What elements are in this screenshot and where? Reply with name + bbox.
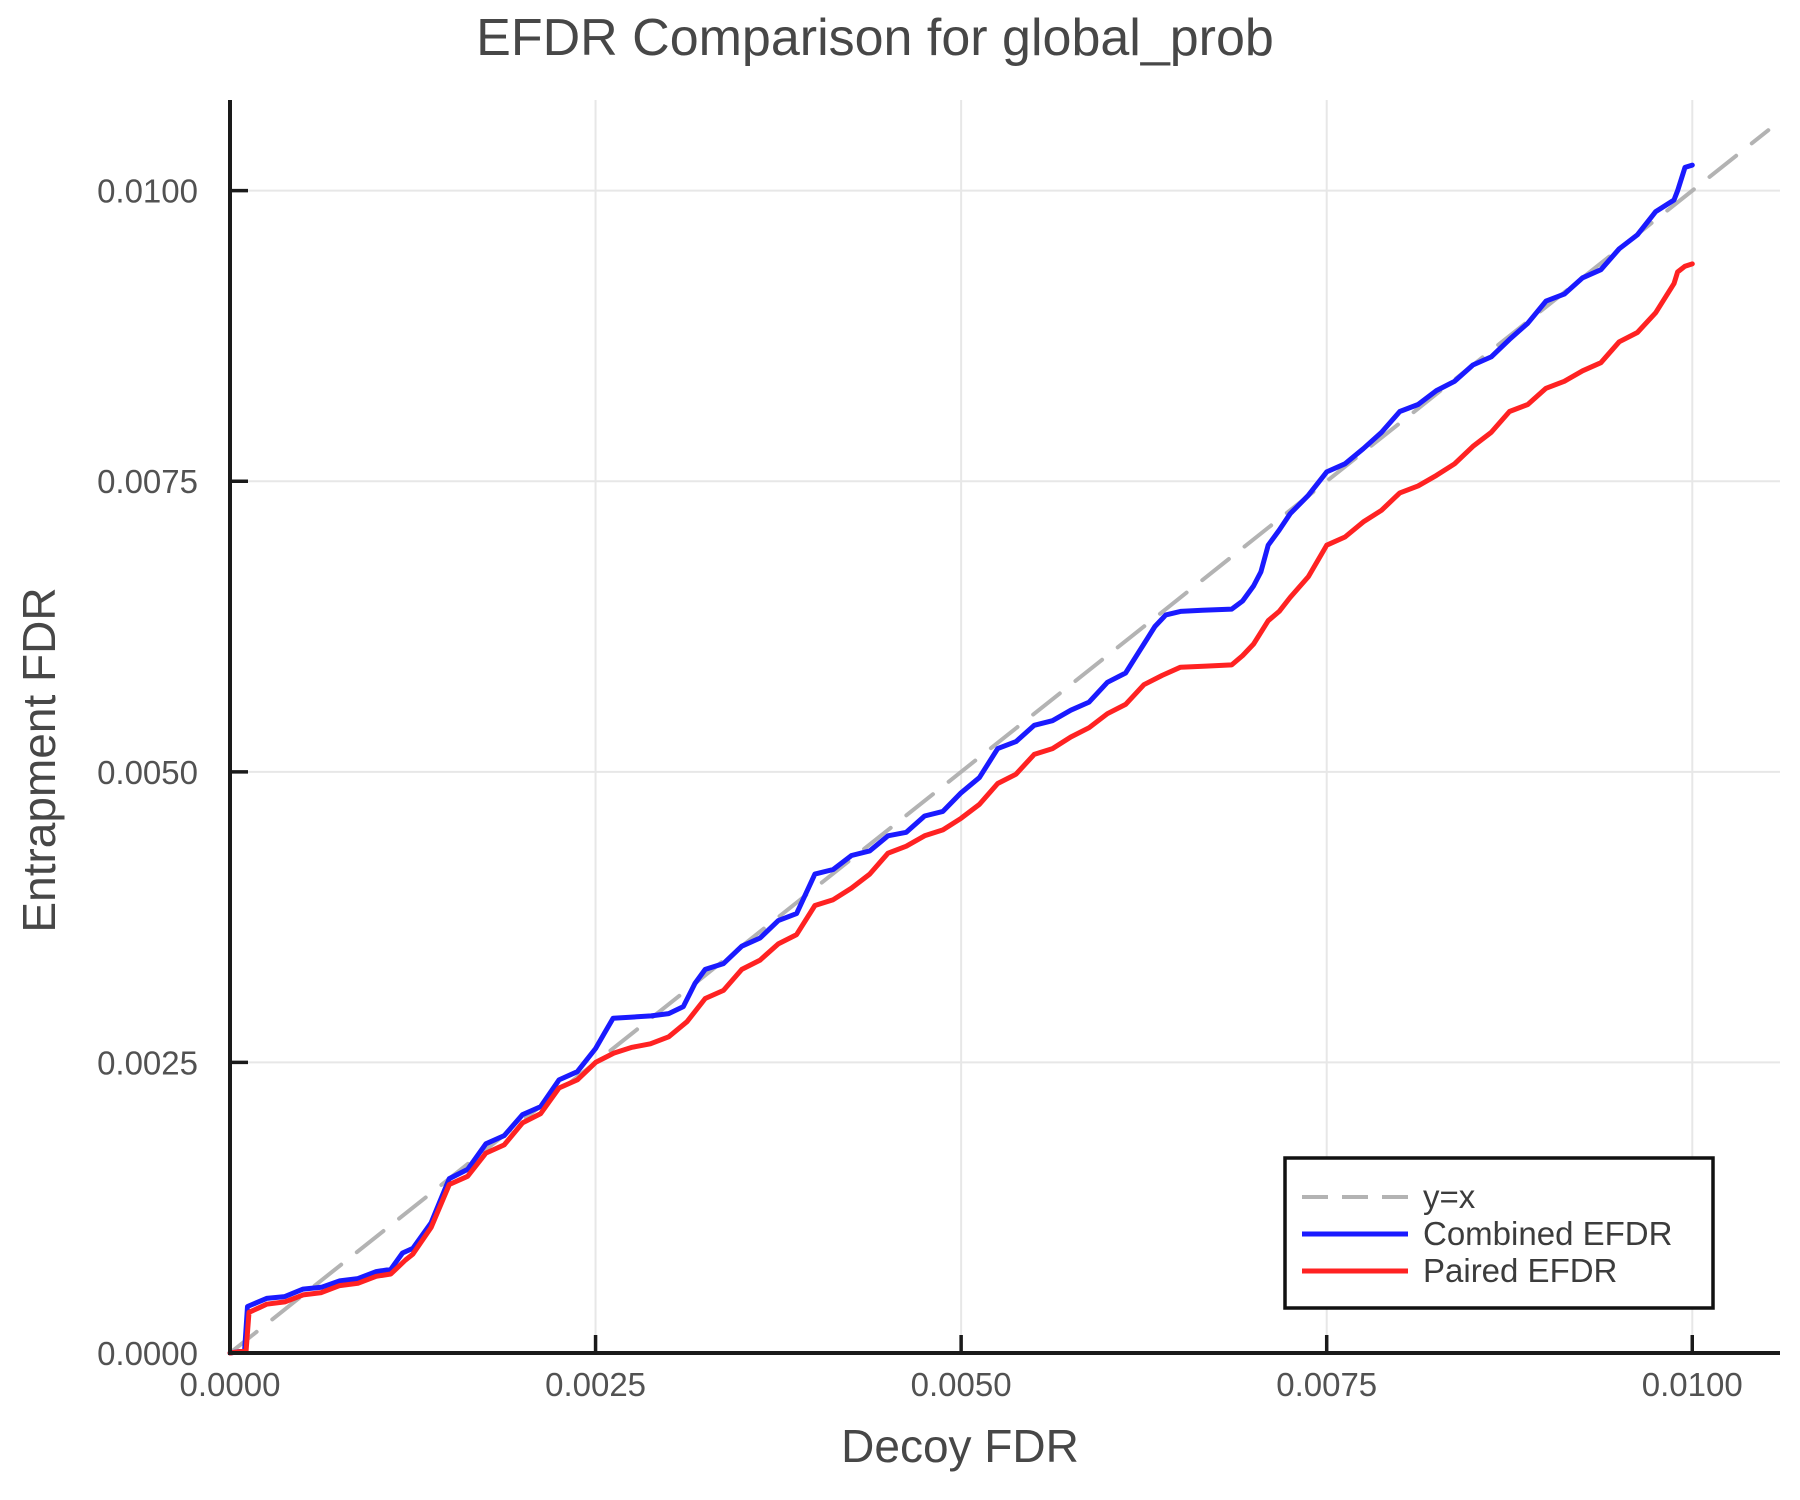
x-tick-label: 0.0000 [180, 1366, 281, 1403]
series-line-paired-efdr [227, 261, 1695, 1356]
plot-series [227, 128, 1771, 1356]
x-tick-label: 0.0075 [1276, 1366, 1377, 1403]
x-tick-label: 0.0025 [545, 1366, 646, 1403]
y-tick-label: 0.0000 [97, 1335, 198, 1372]
y-tick-label: 0.0100 [97, 173, 198, 210]
legend-label-combined-efdr: Combined EFDR [1423, 1215, 1672, 1252]
x-tick-label: 0.0100 [1642, 1366, 1743, 1403]
y-tick-label: 0.0050 [97, 754, 198, 791]
x-tick-label: 0.0050 [911, 1366, 1012, 1403]
chart-title: EFDR Comparison for global_prob [476, 9, 1274, 67]
axes-spines [228, 100, 1780, 1355]
legend-label-paired-efdr: Paired EFDR [1423, 1252, 1617, 1289]
legend: y=x Combined EFDR Paired EFDR [1283, 1156, 1715, 1310]
tick-marks [228, 188, 1695, 1355]
x-axis-title: Decoy FDR [841, 1420, 1079, 1472]
tick-labels: 0.0000 0.0025 0.0050 0.0075 0.0100 0.0000 0.00… [97, 173, 1743, 1403]
series-line-combined-efdr [227, 162, 1695, 1356]
y-tick-label: 0.0025 [97, 1044, 198, 1081]
y-axis-title: Entrapment FDR [13, 587, 65, 932]
y-tick-label: 0.0075 [97, 463, 198, 500]
legend-label-yx: y=x [1423, 1178, 1476, 1215]
